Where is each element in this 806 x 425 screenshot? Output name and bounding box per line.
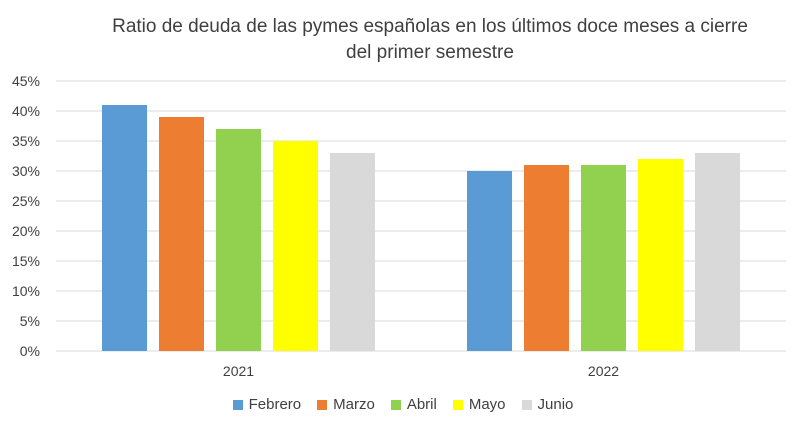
legend-label: Mayo: [468, 396, 506, 413]
legend-label: Marzo: [333, 396, 375, 413]
chart-title-line-2: del primer semestre: [346, 42, 514, 63]
legend: Febrero Marzo Abril Mayo Junio: [0, 396, 806, 413]
bar-abril-2021: [216, 129, 261, 351]
y-tick-label: 35%: [12, 133, 40, 149]
legend-item-marzo: Marzo: [317, 396, 375, 413]
legend-swatch: [317, 399, 328, 410]
y-tick-label: 45%: [12, 73, 40, 89]
y-tick-label: 30%: [12, 163, 40, 179]
y-tick-label: 10%: [12, 283, 40, 299]
legend-swatch: [521, 399, 532, 410]
bar-febrero-2022: [467, 171, 512, 351]
y-tick-label: 25%: [12, 193, 40, 209]
y-tick-label: 40%: [12, 103, 40, 119]
bar-mayo-2021: [273, 141, 318, 351]
bar-mayo-2022: [638, 159, 683, 351]
chart-title-line-1: Ratio de deuda de las pymes españolas en…: [112, 16, 748, 37]
legend-swatch: [232, 399, 243, 410]
legend-item-febrero: Febrero: [232, 396, 302, 413]
legend-swatch: [452, 399, 463, 410]
y-tick-label: 20%: [12, 223, 40, 239]
y-tick-label: 15%: [12, 253, 40, 269]
legend-label: Febrero: [248, 396, 302, 413]
legend-label: Abril: [406, 396, 437, 413]
legend-item-mayo: Mayo: [452, 396, 506, 413]
x-category-label: 2021: [223, 363, 254, 379]
x-axis: 2021 2022: [223, 363, 619, 379]
legend-swatch: [390, 399, 401, 410]
y-tick-label: 0%: [20, 343, 40, 359]
bar-junio-2022: [695, 153, 740, 351]
bar-febrero-2021: [102, 105, 147, 351]
bar-junio-2021: [330, 153, 375, 351]
bars: [102, 105, 740, 351]
bar-marzo-2022: [524, 165, 569, 351]
legend-label: Junio: [537, 396, 574, 413]
bar-marzo-2021: [159, 117, 204, 351]
bar-abril-2022: [581, 165, 626, 351]
legend-item-junio: Junio: [521, 396, 574, 413]
x-category-label: 2022: [588, 363, 619, 379]
legend-item-abril: Abril: [390, 396, 437, 413]
y-axis: 0% 5% 10% 15% 20% 25% 30% 35% 40% 45%: [12, 73, 40, 359]
y-tick-label: 5%: [20, 313, 40, 329]
